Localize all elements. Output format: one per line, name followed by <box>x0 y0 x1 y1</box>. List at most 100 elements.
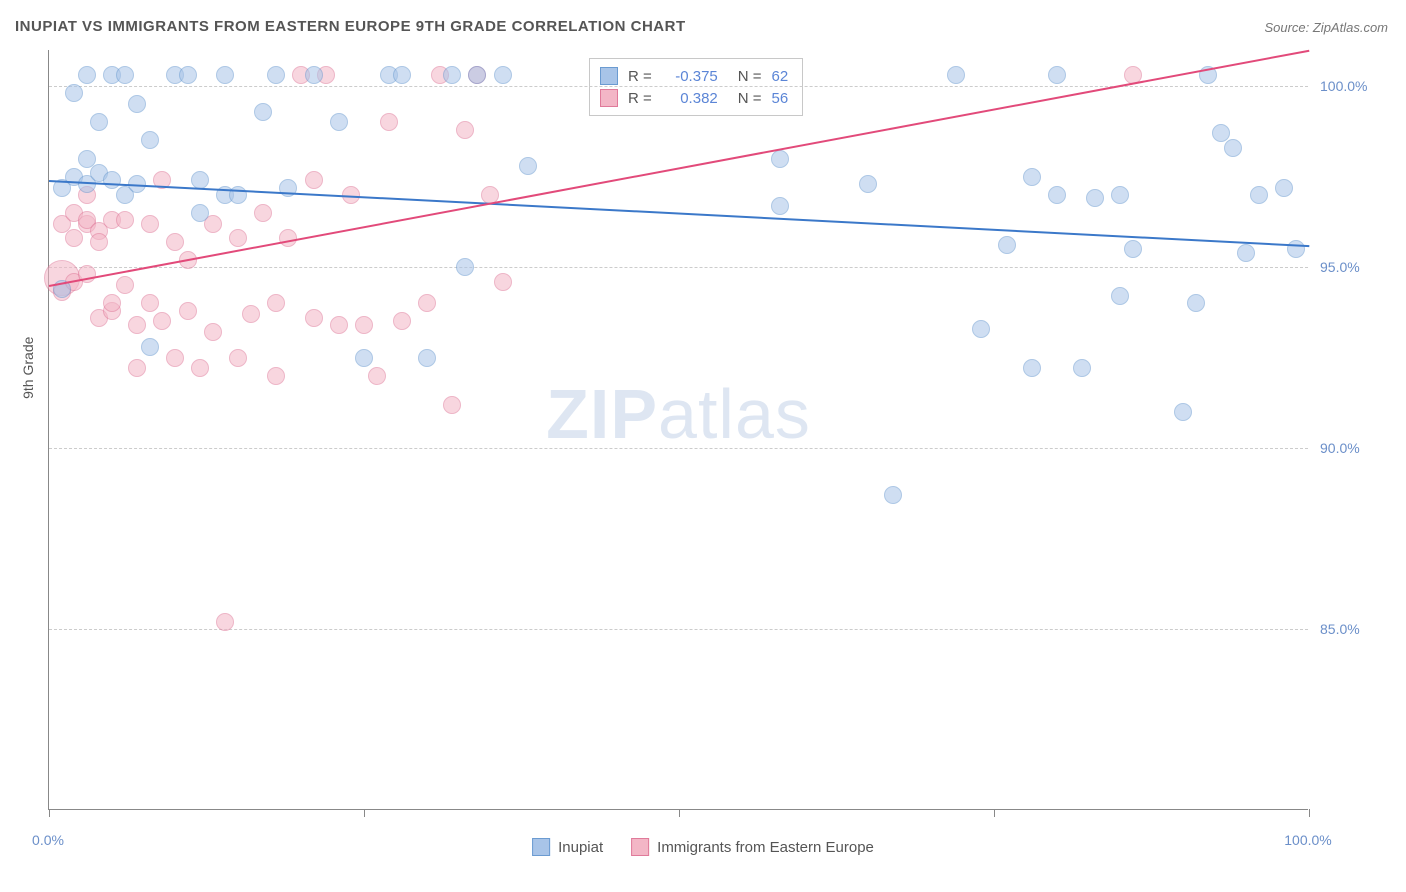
scatter-point <box>418 349 436 367</box>
x-tick-label: 100.0% <box>1284 832 1331 848</box>
watermark-zip: ZIP <box>546 375 658 453</box>
scatter-point <box>242 305 260 323</box>
scatter-point <box>267 367 285 385</box>
scatter-point <box>141 294 159 312</box>
scatter-point <box>519 157 537 175</box>
y-axis-label: 9th Grade <box>20 337 36 399</box>
scatter-point <box>254 103 272 121</box>
scatter-point <box>153 312 171 330</box>
source-attribution: Source: ZipAtlas.com <box>1264 20 1388 35</box>
scatter-point <box>1048 66 1066 84</box>
scatter-point <box>128 95 146 113</box>
scatter-point <box>216 66 234 84</box>
scatter-point <box>179 302 197 320</box>
scatter-point <box>947 66 965 84</box>
scatter-point <box>456 121 474 139</box>
scatter-point <box>116 276 134 294</box>
scatter-point <box>1023 359 1041 377</box>
scatter-point <box>1111 287 1129 305</box>
scatter-point <box>166 349 184 367</box>
scatter-point <box>229 349 247 367</box>
stat-r-value: -0.375 <box>662 68 718 85</box>
gridline <box>49 267 1308 268</box>
scatter-point <box>128 359 146 377</box>
watermark-atlas: atlas <box>658 375 811 453</box>
scatter-point <box>305 309 323 327</box>
scatter-point <box>859 175 877 193</box>
scatter-point <box>1086 189 1104 207</box>
scatter-point <box>355 316 373 334</box>
chart-title: INUPIAT VS IMMIGRANTS FROM EASTERN EUROP… <box>15 18 686 35</box>
legend-label: Inupiat <box>558 839 603 856</box>
scatter-point <box>229 186 247 204</box>
y-tick-label: 95.0% <box>1320 259 1390 275</box>
stat-label-n: N = <box>738 68 762 85</box>
scatter-point <box>103 294 121 312</box>
scatter-point <box>116 66 134 84</box>
scatter-point <box>380 113 398 131</box>
y-tick-label: 90.0% <box>1320 440 1390 456</box>
x-tick <box>364 809 365 817</box>
scatter-point <box>267 294 285 312</box>
legend-label: Immigrants from Eastern Europe <box>657 839 874 856</box>
scatter-point <box>254 204 272 222</box>
stat-label-r: R = <box>628 90 652 107</box>
scatter-point <box>166 233 184 251</box>
scatter-point <box>179 66 197 84</box>
scatter-point <box>771 150 789 168</box>
x-tick <box>1309 809 1310 817</box>
scatter-point <box>355 349 373 367</box>
x-tick <box>994 809 995 817</box>
x-tick-label: 0.0% <box>32 832 64 848</box>
scatter-point <box>191 204 209 222</box>
scatter-point <box>443 66 461 84</box>
stat-r-value: 0.382 <box>662 90 718 107</box>
scatter-point <box>305 66 323 84</box>
legend-item: Inupiat <box>532 838 603 856</box>
scatter-point <box>1124 240 1142 258</box>
scatter-point <box>330 113 348 131</box>
legend-swatch <box>631 838 649 856</box>
scatter-point <box>65 84 83 102</box>
stat-label-n: N = <box>738 90 762 107</box>
scatter-point <box>141 131 159 149</box>
scatter-point <box>229 229 247 247</box>
scatter-point <box>116 211 134 229</box>
stat-n-value: 62 <box>772 68 789 85</box>
legend-swatch <box>600 89 618 107</box>
scatter-point <box>65 229 83 247</box>
stat-row: R = -0.375 N = 62 <box>600 65 788 87</box>
scatter-point <box>1023 168 1041 186</box>
scatter-point <box>191 359 209 377</box>
stat-row: R = 0.382 N = 56 <box>600 87 788 109</box>
scatter-point <box>494 273 512 291</box>
stat-label-r: R = <box>628 68 652 85</box>
scatter-point <box>128 316 146 334</box>
scatter-point <box>1250 186 1268 204</box>
x-tick <box>49 809 50 817</box>
scatter-point <box>1275 179 1293 197</box>
scatter-point <box>141 215 159 233</box>
scatter-point <box>443 396 461 414</box>
gridline <box>49 629 1308 630</box>
scatter-point <box>456 258 474 276</box>
scatter-point <box>393 312 411 330</box>
legend-swatch <box>600 67 618 85</box>
scatter-point <box>998 236 1016 254</box>
scatter-point <box>267 66 285 84</box>
scatter-point <box>393 66 411 84</box>
scatter-point <box>972 320 990 338</box>
scatter-point <box>90 233 108 251</box>
stat-n-value: 56 <box>772 90 789 107</box>
y-tick-label: 85.0% <box>1320 621 1390 637</box>
scatter-point <box>1073 359 1091 377</box>
plot-area: ZIPatlas R =-0.375N =62R =0.382N =56 85.… <box>48 50 1308 810</box>
scatter-point <box>1187 294 1205 312</box>
scatter-point <box>1224 139 1242 157</box>
legend-swatch <box>532 838 550 856</box>
watermark: ZIPatlas <box>546 374 811 454</box>
scatter-point <box>305 171 323 189</box>
scatter-point <box>1111 186 1129 204</box>
scatter-point <box>1237 244 1255 262</box>
y-tick-label: 100.0% <box>1320 78 1390 94</box>
